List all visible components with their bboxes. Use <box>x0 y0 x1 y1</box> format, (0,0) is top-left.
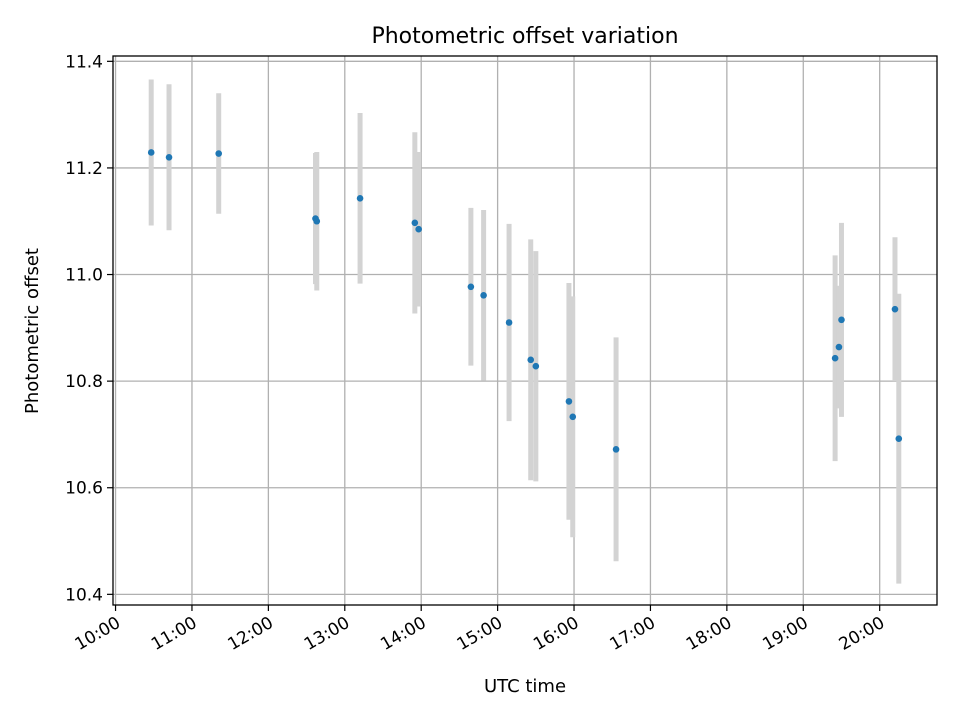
data-point <box>569 413 577 421</box>
y-axis-ticks: 10.4 10.6 10.8 11.0 11.2 11.4 <box>65 52 113 605</box>
data-point <box>215 150 223 157</box>
data-point <box>565 398 573 405</box>
data-point <box>612 446 620 453</box>
y-tick-label: 10.8 <box>65 372 103 392</box>
data-points <box>147 149 903 453</box>
y-tick-label: 11.4 <box>65 52 103 72</box>
data-point <box>505 319 513 326</box>
data-point <box>831 354 839 362</box>
data-point <box>895 435 903 443</box>
data-point <box>467 283 475 291</box>
data-point <box>165 153 173 161</box>
data-point <box>527 356 535 364</box>
y-axis-label: Photometric offset <box>22 248 43 414</box>
data-point <box>835 343 843 351</box>
data-point <box>313 217 321 225</box>
chart-title: Photometric offset variation <box>371 24 678 49</box>
data-point <box>480 292 487 299</box>
data-point <box>891 305 899 313</box>
data-point <box>838 316 845 324</box>
data-point <box>147 149 155 156</box>
y-tick-label: 11.0 <box>65 266 103 286</box>
data-point <box>415 225 422 233</box>
data-point <box>411 219 419 227</box>
y-tick-label: 10.6 <box>65 479 103 499</box>
y-tick-label: 11.2 <box>65 159 103 179</box>
plot-frame <box>112 55 938 606</box>
y-tick-label: 10.4 <box>65 585 103 605</box>
grid <box>113 56 937 605</box>
x-axis-label: UTC time <box>484 676 566 697</box>
data-point <box>532 362 540 370</box>
data-point <box>356 195 364 202</box>
